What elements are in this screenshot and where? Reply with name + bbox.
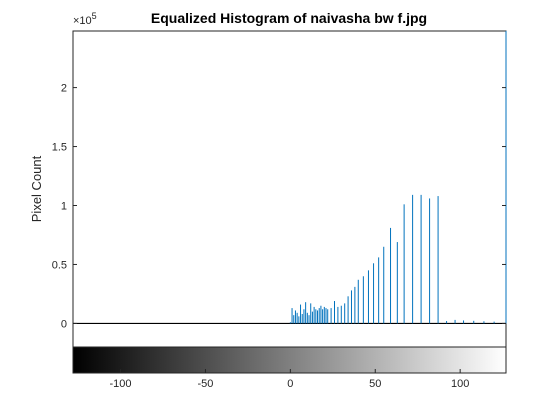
colorbar-gradient — [72, 346, 507, 374]
x-ticks: -100 -50 0 50 100 — [110, 369, 469, 390]
y-exponent-label: ×105 — [73, 11, 97, 27]
stems — [289, 31, 507, 324]
y-tick-label: 0 — [61, 318, 67, 330]
y-tick-label: 2 — [61, 83, 67, 95]
x-tick-label: 100 — [451, 378, 469, 390]
x-tick-label: -50 — [197, 378, 213, 390]
colorbar — [72, 346, 507, 374]
x-tick-label: 50 — [369, 378, 381, 390]
y-tick-label: 0.5 — [52, 259, 67, 271]
x-tick-label: 0 — [287, 378, 293, 390]
chart-title: Equalized Histogram of naivasha bw f.jpg — [151, 10, 427, 26]
axes-box — [72, 30, 507, 348]
y-axis-label: Pixel Count — [29, 155, 44, 222]
plot-frame — [72, 30, 507, 348]
y-tick-label: 1.5 — [52, 142, 67, 154]
y-tick-label: 1 — [61, 201, 67, 213]
y-ticks: 0 0.5 1 1.5 2 — [52, 83, 506, 330]
x-tick-label: -100 — [110, 378, 132, 390]
